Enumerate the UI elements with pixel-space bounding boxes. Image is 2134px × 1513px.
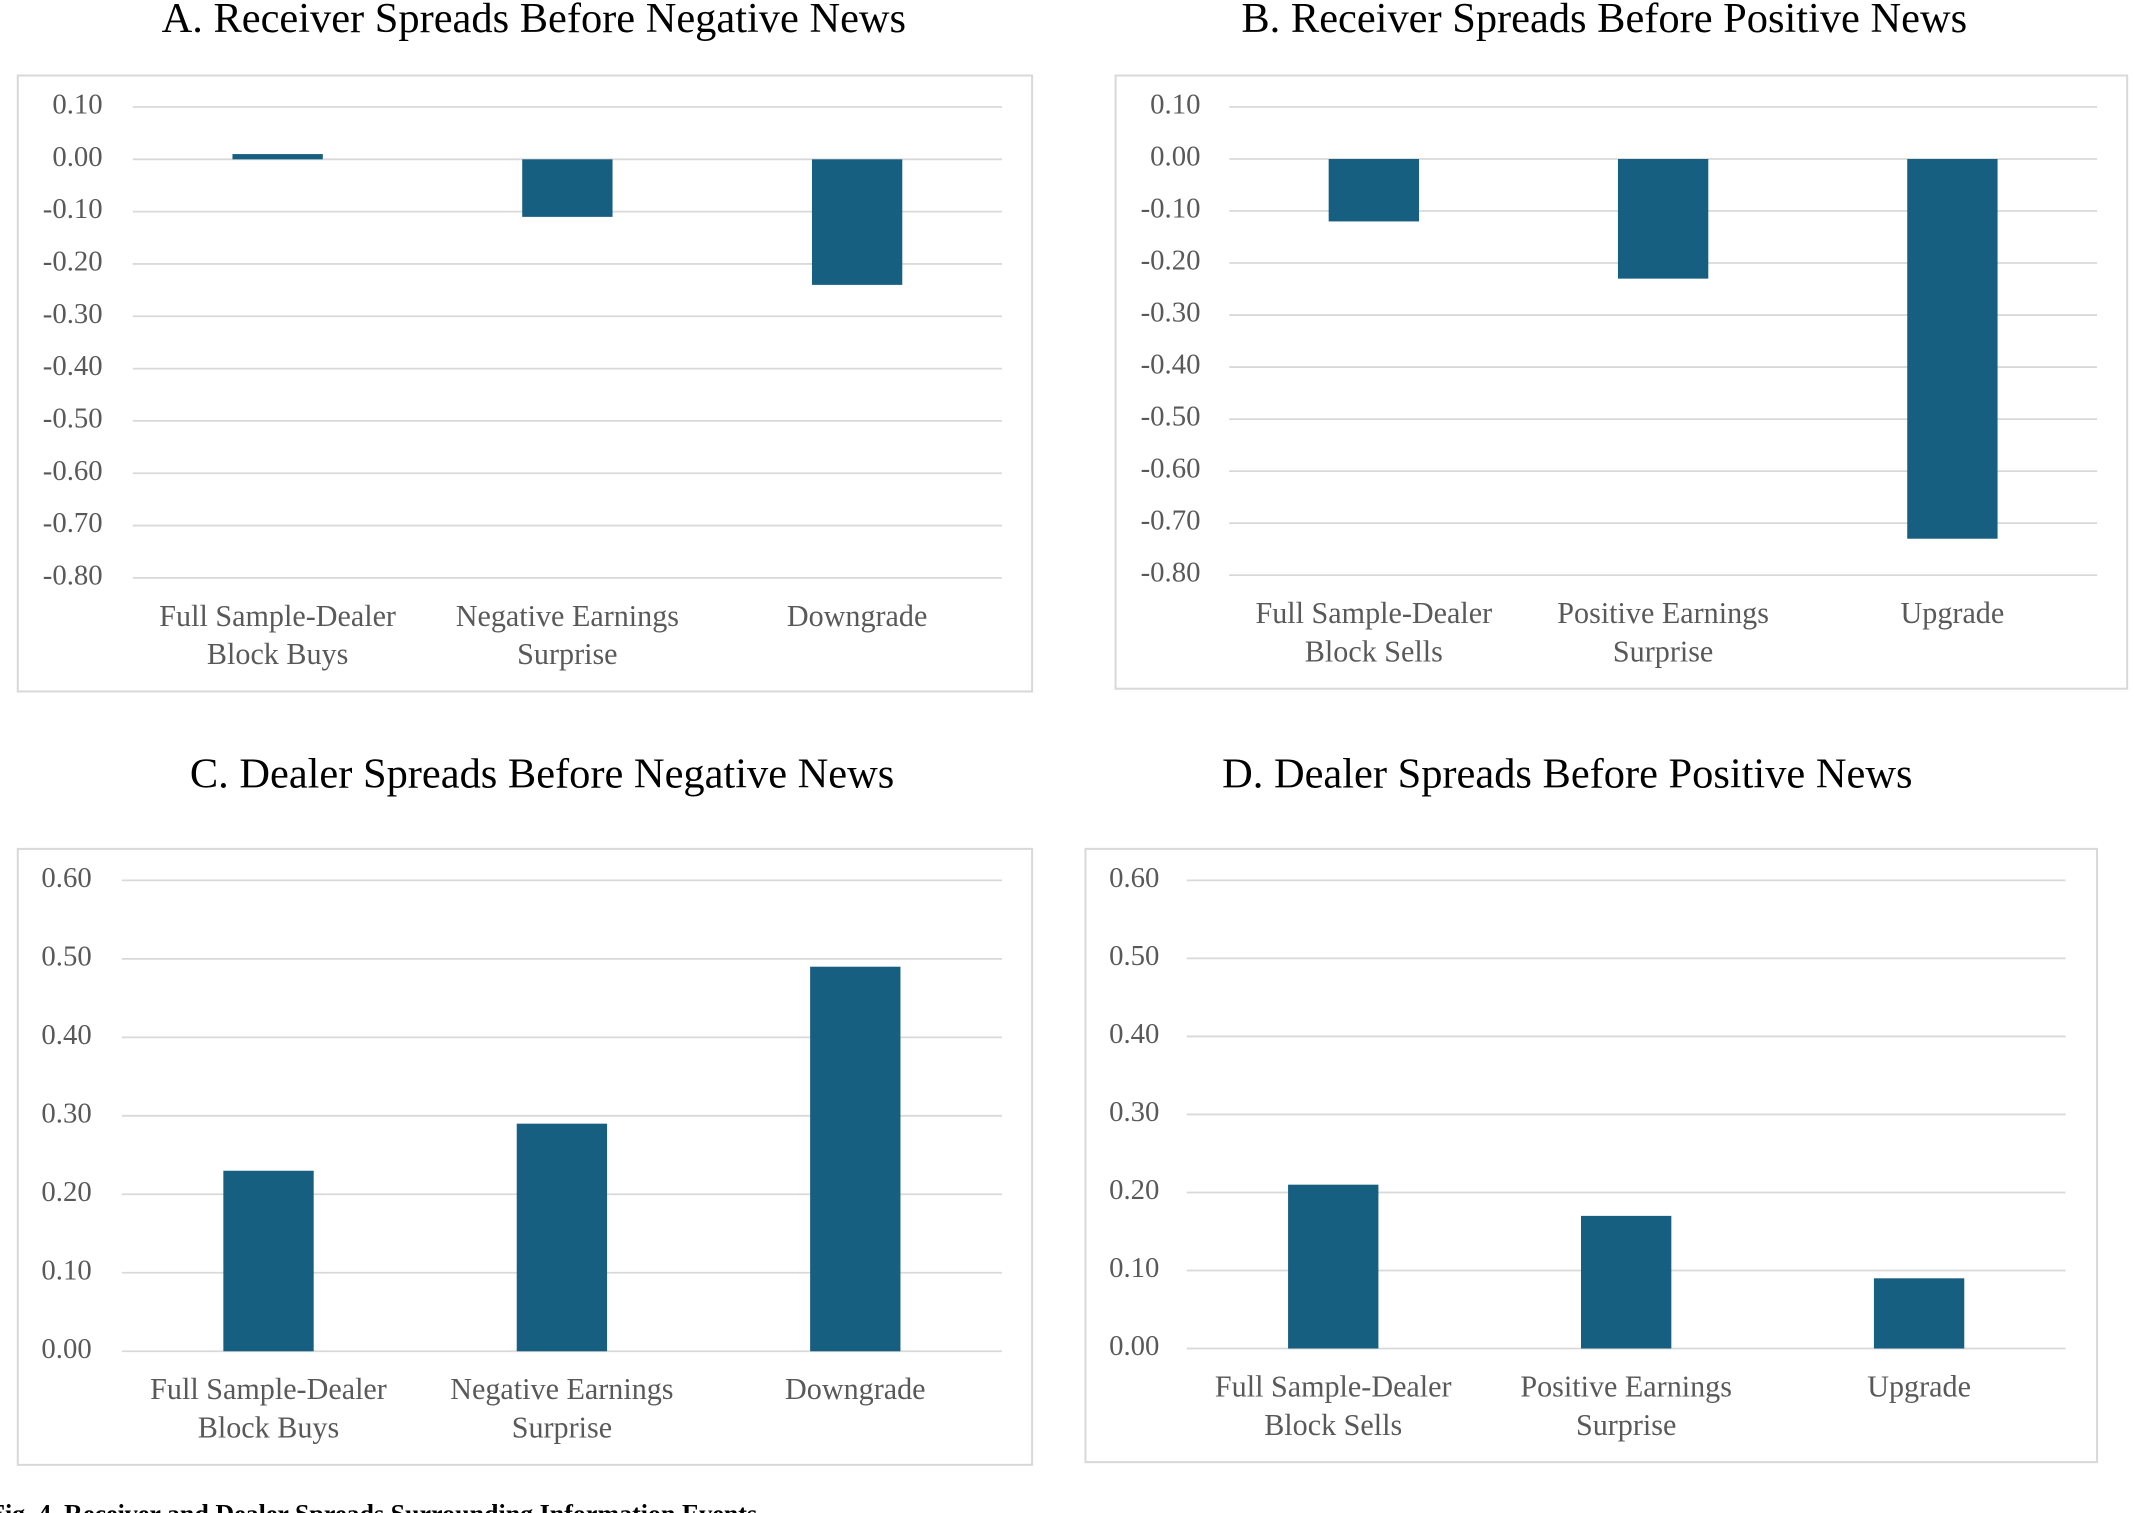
y-tick-label: 0.10 [1109, 1252, 1159, 1284]
y-tick-label: -0.20 [43, 246, 103, 278]
bar [1580, 1215, 1672, 1349]
y-tick-label: 0.40 [1109, 1018, 1159, 1050]
x-tick-label-box: Full Sample-Dealer Block Sells [1214, 1369, 1452, 1442]
chart-title: C. Dealer Spreads Before Negative News [190, 750, 894, 797]
x-tick-label: Positive Earnings Surprise [1520, 1369, 1732, 1442]
x-tick-label: Full Sample-Dealer Block Buys [150, 1371, 387, 1445]
x-tick-label: Downgrade [785, 1371, 926, 1407]
bar [522, 159, 613, 217]
chart-frame [16, 847, 1034, 1466]
bar [516, 1123, 608, 1352]
y-tick-label: -0.10 [43, 193, 103, 225]
x-tick-label: Full Sample-Dealer Block Buys [159, 598, 396, 671]
bar [223, 1170, 314, 1352]
y-tick-label: 0.60 [41, 862, 91, 894]
chart-frame [1084, 847, 2099, 1464]
x-tick-label: Negative Earnings Surprise [450, 1371, 674, 1445]
y-tick-label: 0.10 [41, 1254, 91, 1286]
y-tick-label: -0.40 [43, 350, 103, 382]
x-tick-label-box: Negative Earnings Surprise [450, 1371, 674, 1445]
x-tick-label-box: Upgrade [1867, 1369, 1971, 1404]
y-tick-label: 0.30 [41, 1097, 91, 1129]
y-tick-label: -0.20 [1141, 245, 1201, 277]
y-tick-label: 0.50 [41, 940, 91, 972]
y-tick-label: 0.20 [1109, 1174, 1159, 1206]
bar [810, 966, 901, 1352]
chart-frame [16, 74, 1034, 693]
y-tick-label: 0.30 [1109, 1096, 1159, 1128]
x-tick-label-box: Full Sample-Dealer Block Sells [1255, 595, 1493, 669]
y-tick-label: -0.40 [1141, 349, 1201, 381]
x-tick-label-box: Downgrade [785, 1371, 926, 1407]
y-tick-label: 0.60 [1109, 862, 1159, 894]
y-tick-label: 0.50 [1109, 940, 1159, 972]
x-tick-label: Negative Earnings Surprise [455, 598, 680, 671]
y-tick-label: 0.00 [52, 141, 102, 173]
bar [1617, 159, 1709, 279]
y-tick-label: -0.50 [1141, 401, 1201, 433]
x-tick-label: Full Sample-Dealer Block Sells [1255, 595, 1493, 669]
x-tick-label: Downgrade [786, 598, 928, 633]
y-tick-label: 0.10 [1150, 89, 1200, 121]
y-tick-label: 0.00 [1150, 141, 1200, 173]
bar [811, 159, 903, 285]
chart-title: D. Dealer Spreads Before Positive News [1222, 750, 1912, 797]
caption: Fig. 4. Receiver and Dealer Spreads Surr… [0, 1499, 757, 1513]
x-tick-label-box: Upgrade [1900, 595, 2005, 630]
y-tick-label: -0.10 [1141, 193, 1201, 225]
y-tick-label: 0.40 [41, 1019, 91, 1051]
y-tick-label: 0.10 [52, 89, 102, 121]
y-tick-label: -0.80 [1141, 557, 1201, 589]
chart-frame [1114, 74, 2129, 690]
x-tick-label-box: Downgrade [786, 598, 928, 633]
y-tick-label: -0.30 [43, 298, 103, 330]
x-tick-label: Upgrade [1867, 1369, 1971, 1404]
x-tick-label-box: Full Sample-Dealer Block Buys [159, 598, 396, 671]
y-tick-label: -0.80 [43, 559, 103, 591]
bar [1873, 1278, 1965, 1349]
y-tick-label: 0.20 [41, 1176, 91, 1208]
chart-title: B. Receiver Spreads Before Positive News [1241, 0, 1967, 42]
x-tick-label-box: Negative Earnings Surprise [455, 598, 680, 671]
x-tick-label-box: Positive Earnings Surprise [1557, 595, 1769, 669]
y-tick-label: 0.00 [1109, 1330, 1159, 1362]
x-tick-label-box: Positive Earnings Surprise [1520, 1369, 1732, 1442]
x-tick-label-box: Full Sample-Dealer Block Buys [150, 1371, 387, 1445]
x-tick-label: Full Sample-Dealer Block Sells [1214, 1369, 1452, 1442]
bar [1907, 159, 1998, 539]
y-tick-label: -0.60 [43, 455, 103, 487]
y-tick-label: -0.30 [1141, 297, 1201, 329]
chart-title: A. Receiver Spreads Before Negative News [162, 0, 906, 42]
bar [232, 154, 323, 160]
y-tick-label: -0.50 [43, 403, 103, 435]
y-tick-label: -0.70 [43, 507, 103, 539]
y-tick-label: -0.70 [1141, 505, 1201, 537]
bar [1328, 159, 1420, 222]
bar [1288, 1184, 1379, 1349]
x-tick-label: Upgrade [1900, 595, 2005, 630]
y-tick-label: -0.60 [1141, 453, 1201, 485]
y-tick-label: 0.00 [41, 1333, 91, 1365]
x-tick-label: Positive Earnings Surprise [1557, 595, 1769, 669]
